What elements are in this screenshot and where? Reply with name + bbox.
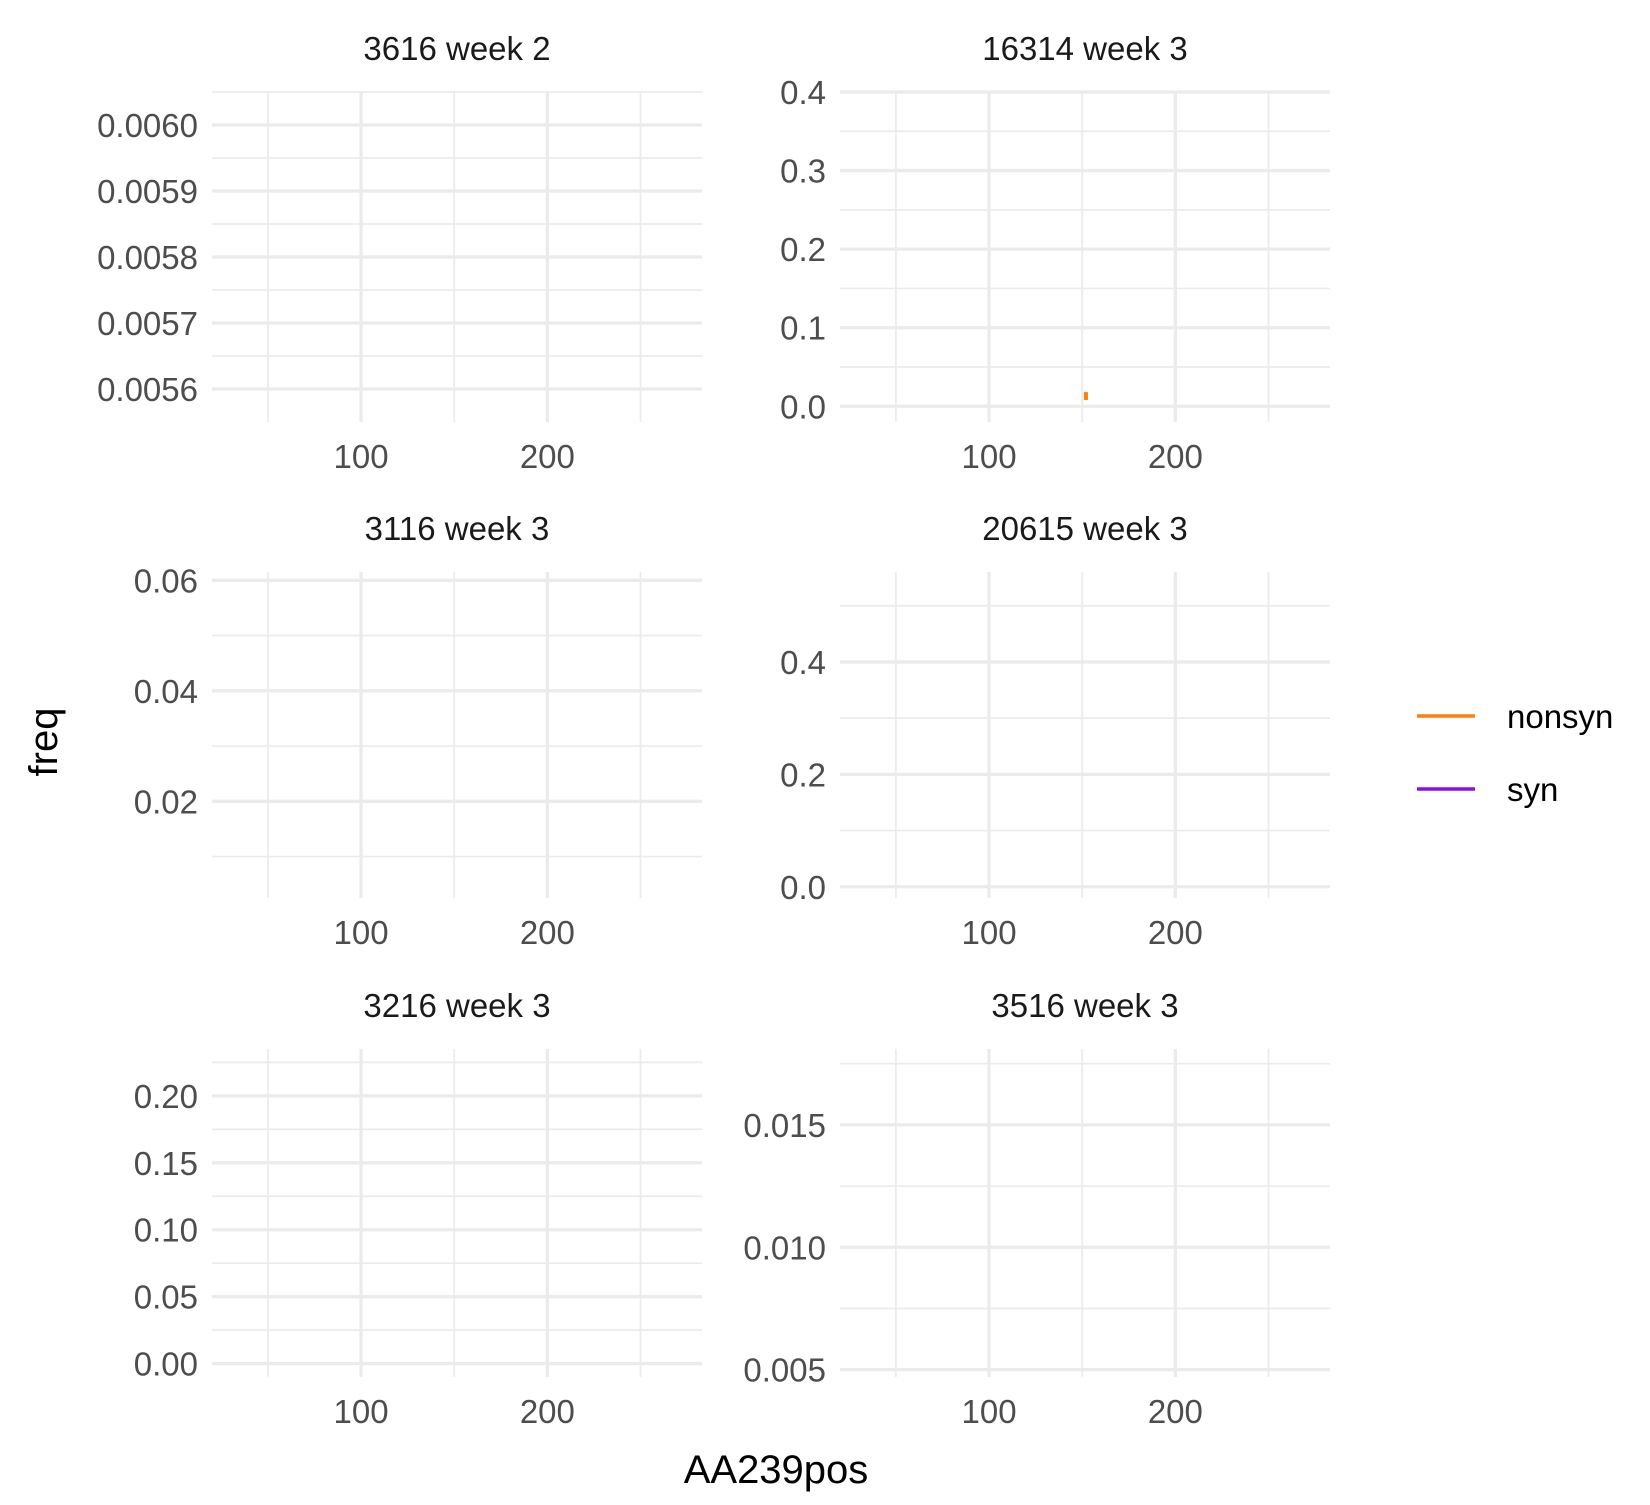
y-tick-label: 0.4 <box>780 74 826 111</box>
y-tick-label: 0.3 <box>780 153 826 190</box>
x-tick-label: 200 <box>1148 438 1203 475</box>
facet-title: 20615 week 3 <box>982 510 1188 547</box>
facet-panel: 100 200 0.0 0.2 0.4 20615 week 3 <box>780 510 1330 951</box>
legend-label-nonsyn: nonsyn <box>1507 698 1613 735</box>
facet-panel: 100 200 0.0056 0.0057 0.0058 0.0059 0.0060 3616… <box>97 30 702 475</box>
y-tick-label: 0.02 <box>134 783 198 820</box>
x-axis-title: AA239pos <box>684 1448 869 1492</box>
y-tick-label: 0.2 <box>780 756 826 793</box>
y-tick-label: 0.0058 <box>97 239 198 276</box>
x-tick-label: 100 <box>334 914 389 951</box>
y-tick-label: 0.0056 <box>97 371 198 408</box>
x-tick-label: 200 <box>520 914 575 951</box>
x-tick-label: 200 <box>1148 1393 1203 1430</box>
y-tick-label: 0.15 <box>134 1145 198 1182</box>
facet-panel: 100 200 0.02 0.04 0.06 3116 week 3 <box>134 510 702 951</box>
y-tick-label: 0.0 <box>780 388 826 425</box>
y-tick-label: 0.005 <box>743 1352 826 1389</box>
x-tick-label: 100 <box>334 1393 389 1430</box>
y-tick-label: 0.00 <box>134 1346 198 1383</box>
facet-title: 16314 week 3 <box>982 30 1188 67</box>
y-tick-label: 0.010 <box>743 1229 826 1266</box>
legend-label-syn: syn <box>1507 771 1558 808</box>
facet-title: 3616 week 2 <box>363 30 550 67</box>
y-tick-label: 0.0060 <box>97 107 198 144</box>
legend: nonsyn syn <box>1417 698 1613 808</box>
x-tick-label: 100 <box>334 438 389 475</box>
y-tick-label: 0.04 <box>134 673 198 710</box>
y-tick-label: 0.015 <box>743 1107 826 1144</box>
facet-title: 3516 week 3 <box>991 987 1178 1024</box>
x-tick-label: 200 <box>1148 914 1203 951</box>
y-tick-label: 0.0 <box>780 869 826 906</box>
x-tick-label: 100 <box>962 1393 1017 1430</box>
facet-panel: 100 200 0.005 0.010 0.015 3516 week 3 <box>743 987 1330 1430</box>
y-tick-label: 0.20 <box>134 1078 198 1115</box>
x-tick-label: 100 <box>962 438 1017 475</box>
y-tick-label: 0.05 <box>134 1279 198 1316</box>
y-tick-label: 0.4 <box>780 644 826 681</box>
x-tick-label: 100 <box>962 914 1017 951</box>
x-tick-label: 200 <box>520 1393 575 1430</box>
x-tick-label: 200 <box>520 438 575 475</box>
facet-panel: 100 200 0.0 0.1 0.2 0.3 0.4 16314 week 3 <box>780 30 1330 475</box>
y-tick-label: 0.10 <box>134 1212 198 1249</box>
facet-title: 3216 week 3 <box>363 987 550 1024</box>
y-axis-title: freq <box>22 708 66 777</box>
y-tick-label: 0.0059 <box>97 173 198 210</box>
y-tick-label: 0.1 <box>780 310 826 347</box>
y-tick-label: 0.2 <box>780 231 826 268</box>
y-tick-label: 0.0057 <box>97 305 198 342</box>
facet-panel: 100 200 0.00 0.05 0.10 0.15 0.20 3216 week 3 <box>134 987 702 1430</box>
facet-title: 3116 week 3 <box>365 510 550 547</box>
y-tick-label: 0.06 <box>134 562 198 599</box>
